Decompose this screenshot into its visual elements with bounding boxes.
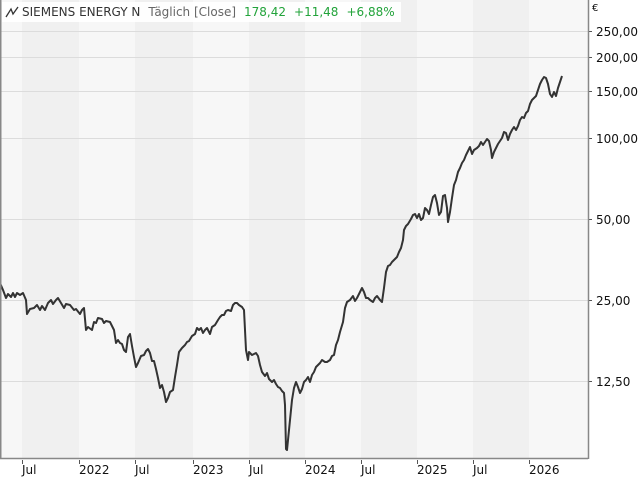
x-tick-label: Jul bbox=[361, 463, 376, 477]
y-tick-label: 150,00 bbox=[596, 84, 638, 99]
last-price: 178,42 bbox=[244, 5, 287, 19]
background-band bbox=[361, 0, 417, 458]
y-tick-label: 50,00 bbox=[596, 212, 631, 227]
chart-legend: SIEMENS ENERGY N Täglich [Close] 178,42 … bbox=[2, 2, 401, 22]
y-tick-label: 250,00 bbox=[596, 24, 638, 39]
background-band bbox=[417, 0, 473, 458]
grid-lines bbox=[0, 31, 592, 382]
period-label: Täglich [Close] bbox=[148, 5, 237, 19]
line-chart-icon[interactable] bbox=[4, 4, 20, 20]
y-tick-label: 12,50 bbox=[596, 374, 631, 389]
x-tick-label: Jul bbox=[473, 463, 488, 477]
price-line bbox=[0, 75, 563, 451]
y-tick-label: 200,00 bbox=[596, 50, 638, 65]
background-band bbox=[193, 0, 249, 458]
change-absolute: +11,48 bbox=[294, 5, 339, 19]
background-band bbox=[249, 0, 305, 458]
x-tick-label: 2022 bbox=[79, 463, 110, 477]
x-tick-label: Jul bbox=[249, 463, 264, 477]
instrument-name: SIEMENS ENERGY N bbox=[22, 5, 141, 19]
x-tick-label: Jul bbox=[135, 463, 150, 477]
currency-label: € bbox=[592, 3, 599, 14]
change-percent: +6,88% bbox=[346, 5, 395, 19]
background-band bbox=[79, 0, 135, 458]
axes bbox=[0, 0, 590, 464]
background-band bbox=[473, 0, 529, 458]
x-tick-label: 2024 bbox=[305, 463, 336, 477]
background-band bbox=[0, 0, 22, 458]
background-band bbox=[22, 0, 79, 458]
background-band bbox=[529, 0, 588, 458]
x-tick-label: 2026 bbox=[529, 463, 560, 477]
x-tick-label: Jul bbox=[22, 463, 37, 477]
x-tick-label: 2025 bbox=[417, 463, 448, 477]
background-band bbox=[305, 0, 361, 458]
y-tick-label: 100,00 bbox=[596, 131, 638, 146]
y-tick-label: 25,00 bbox=[596, 293, 631, 308]
x-tick-label: 2023 bbox=[193, 463, 224, 477]
